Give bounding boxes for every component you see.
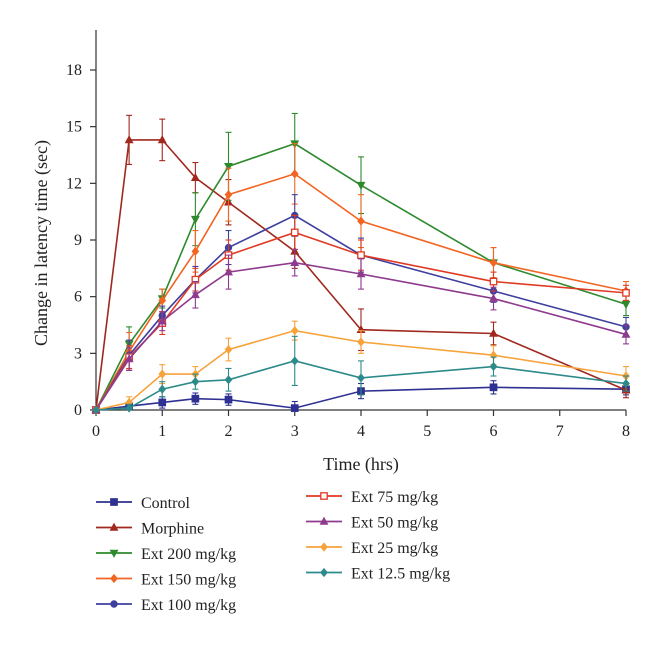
data-point bbox=[191, 377, 200, 387]
x-tick-label: 3 bbox=[291, 423, 299, 440]
data-point bbox=[357, 216, 365, 226]
data-point bbox=[489, 293, 498, 302]
data-point bbox=[190, 289, 200, 299]
legend-marker bbox=[109, 522, 119, 531]
data-point bbox=[290, 228, 299, 237]
legend-item: Ext 200 mg/kg bbox=[96, 546, 236, 563]
data-point bbox=[191, 394, 200, 403]
data-point bbox=[224, 395, 233, 404]
x-tick-label: 0 bbox=[92, 423, 100, 440]
y-tick-label: 3 bbox=[74, 345, 82, 362]
x-tick-label: 7 bbox=[556, 423, 564, 440]
legend-marker bbox=[110, 573, 118, 584]
legend-item: Ext 12.5 mg/kg bbox=[306, 566, 450, 583]
legend-marker bbox=[320, 492, 328, 500]
y-tick-label: 15 bbox=[66, 119, 82, 136]
data-point bbox=[357, 251, 365, 259]
legend-marker bbox=[320, 542, 328, 552]
y-tick-label: 6 bbox=[74, 289, 82, 306]
data-point bbox=[158, 295, 167, 306]
legend: Control Morphine Ext 200 mg/kg Ext 150 mg/k… bbox=[96, 489, 450, 614]
legend-label: Ext 100 mg/kg bbox=[141, 597, 236, 614]
data-point bbox=[622, 289, 630, 297]
data-point bbox=[489, 277, 498, 286]
data-point bbox=[621, 329, 631, 338]
data-point bbox=[357, 373, 365, 383]
legend-item: Ext 100 mg/kg bbox=[96, 597, 236, 614]
legend-marker bbox=[110, 600, 118, 608]
legend-label: Ext 75 mg/kg bbox=[351, 489, 438, 506]
legend-label: Ext 200 mg/kg bbox=[141, 546, 236, 563]
legend-marker bbox=[320, 567, 328, 578]
data-point bbox=[489, 361, 498, 372]
legend-item: Ext 75 mg/kg bbox=[306, 489, 438, 506]
legend-marker bbox=[109, 549, 119, 558]
data-point bbox=[489, 383, 498, 392]
data-point bbox=[124, 354, 134, 363]
series-layer bbox=[91, 112, 631, 415]
legend-marker bbox=[110, 498, 118, 506]
x-tick-label: 1 bbox=[158, 423, 166, 440]
data-point bbox=[224, 375, 233, 385]
data-point bbox=[224, 267, 233, 276]
data-point bbox=[356, 269, 366, 278]
data-point bbox=[92, 405, 100, 415]
x-tick-label: 8 bbox=[622, 423, 630, 440]
x-axis-title: Time (hrs) bbox=[323, 454, 399, 475]
legend-label: Ext 12.5 mg/kg bbox=[351, 566, 450, 583]
y-tick-label: 9 bbox=[74, 232, 82, 249]
y-tick-label: 12 bbox=[66, 175, 82, 192]
x-ticks: 0 1 2 3 4 5 6 7 8 bbox=[92, 410, 630, 440]
legend-item: Ext 25 mg/kg bbox=[306, 540, 438, 557]
y-tick-label: 18 bbox=[66, 62, 82, 79]
data-point bbox=[290, 356, 299, 366]
legend-item: Control bbox=[96, 495, 190, 512]
x-tick-label: 2 bbox=[225, 423, 233, 440]
data-point bbox=[621, 300, 631, 310]
series-ext-12-5-mg-kg bbox=[92, 335, 630, 415]
data-point bbox=[489, 328, 498, 337]
data-point bbox=[290, 257, 300, 266]
data-point bbox=[224, 190, 233, 200]
legend-item: Ext 150 mg/kg bbox=[96, 572, 236, 589]
data-point bbox=[157, 135, 167, 144]
data-point bbox=[622, 378, 630, 389]
data-point bbox=[356, 181, 366, 191]
data-point bbox=[125, 403, 133, 413]
data-point bbox=[290, 169, 299, 179]
data-point bbox=[290, 326, 299, 336]
legend-label: Ext 150 mg/kg bbox=[141, 572, 236, 589]
data-point bbox=[357, 337, 365, 347]
x-tick-label: 4 bbox=[357, 423, 365, 440]
data-point bbox=[224, 163, 233, 172]
data-point bbox=[224, 344, 233, 355]
data-point bbox=[124, 135, 134, 144]
y-axis-title: Change in latency time (sec) bbox=[31, 140, 52, 346]
data-point bbox=[191, 246, 200, 256]
y-ticks: 0 3 6 9 12 15 18 bbox=[66, 62, 96, 419]
data-point bbox=[290, 404, 299, 412]
legend-label: Control bbox=[141, 495, 190, 512]
data-point bbox=[489, 258, 498, 268]
legend-item: Ext 50 mg/kg bbox=[306, 515, 438, 532]
legend-label: Ext 50 mg/kg bbox=[351, 515, 438, 532]
data-point bbox=[190, 215, 200, 225]
x-tick-label: 6 bbox=[490, 423, 498, 440]
legend-item: Morphine bbox=[96, 521, 204, 538]
data-point bbox=[158, 369, 167, 379]
y-tick-label: 0 bbox=[74, 402, 82, 419]
x-tick-label: 5 bbox=[423, 423, 431, 440]
data-point bbox=[158, 384, 167, 394]
data-point bbox=[158, 398, 167, 407]
legend-label: Ext 25 mg/kg bbox=[351, 540, 438, 557]
data-point bbox=[157, 316, 167, 325]
legend-marker bbox=[319, 516, 329, 525]
legend-label: Morphine bbox=[141, 521, 204, 538]
data-point bbox=[190, 172, 200, 181]
